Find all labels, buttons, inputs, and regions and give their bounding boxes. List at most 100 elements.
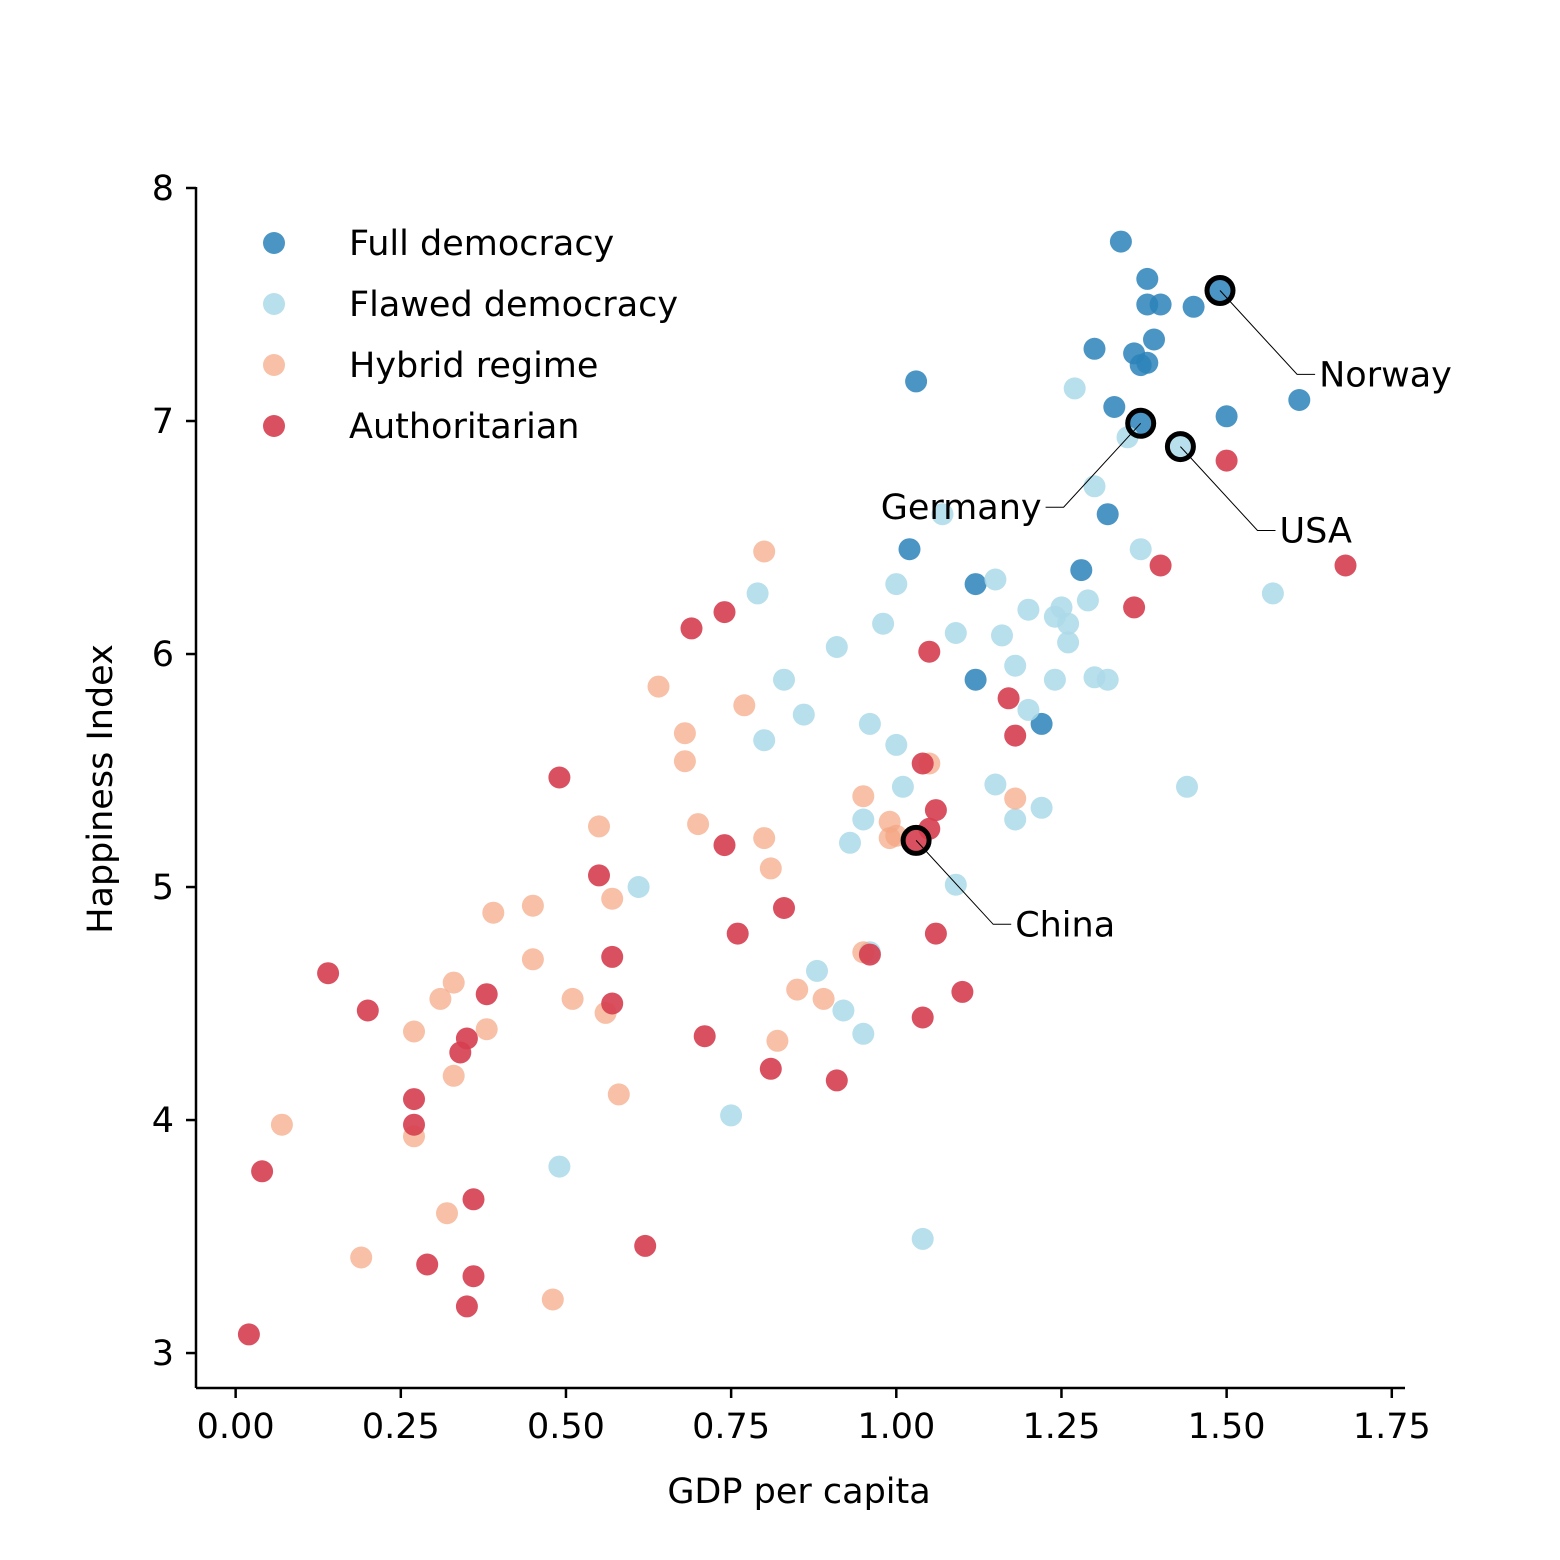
data-point [1043,668,1066,691]
data-point [984,773,1007,796]
data-point [436,1202,458,1225]
data-point [911,1006,934,1029]
data-point [792,703,815,726]
data-point [1334,554,1357,577]
data-point [1083,475,1106,498]
annotations: Norway Germany USA China [881,290,1452,945]
legend-label: Hybrid regime [349,346,598,386]
data-point [825,636,848,658]
data-point [350,1246,373,1269]
data-point [885,733,908,756]
data-point [852,808,875,831]
x-tick-label: 1.25 [1022,1407,1100,1447]
x-tick-label: 1.75 [1353,1407,1431,1447]
data-point [588,864,610,887]
annotation-label: USA [1280,512,1352,552]
data-point [442,1064,465,1087]
data-point [918,640,941,663]
data-point [832,999,855,1022]
data-point [601,992,624,1015]
data-point [475,1018,498,1041]
data-point [1103,396,1126,418]
data-point [858,712,881,735]
data-point [753,540,776,563]
data-point [356,999,379,1022]
legend-marker [263,232,285,254]
data-point [812,987,835,1010]
data-point [482,901,505,924]
data-point [997,687,1020,710]
data-point [1096,668,1119,691]
data-point [753,827,776,850]
data-point [726,922,749,945]
data-point [852,1022,875,1045]
data-point [964,668,987,691]
annotation-leader-line [915,840,1012,925]
data-point [1136,351,1159,374]
data-point [1004,654,1027,677]
data-point [521,894,544,917]
data-point [1057,612,1080,635]
data-point [852,785,875,808]
data-point [687,813,710,836]
data-point [1149,554,1172,577]
annotation-leader-line [1180,446,1276,531]
data-point [733,694,756,717]
data-point [951,980,974,1003]
data-point [541,1288,564,1311]
data-point [713,601,736,624]
data-point [1123,596,1146,619]
legend-label: Flawed democracy [349,285,678,325]
annotation-leader-line [1219,290,1316,375]
legend: Full democracy Flawed democracy Hybrid reg… [263,224,678,447]
data-point [680,617,703,640]
data-point [885,573,908,596]
data-point [1261,582,1284,605]
data-point [1149,293,1172,316]
data-point [964,573,987,596]
x-tick-label: 1.50 [1188,1407,1266,1447]
data-point [237,1323,260,1346]
data-point [720,1104,743,1127]
data-point [911,1227,934,1250]
data-point [713,834,736,857]
data-point [839,831,861,854]
x-tick-label: 1.00 [857,1407,935,1447]
data-point [746,582,769,605]
data-point [1030,712,1053,735]
data-point [1083,337,1106,360]
data-point [773,668,795,691]
data-point [825,1069,848,1092]
data-point [858,943,881,966]
y-tick-label: 7 [152,402,174,442]
legend-marker [263,354,285,376]
data-point [673,750,696,773]
data-point [416,1253,439,1276]
data-point [1063,377,1086,400]
annotation-label: Germany [881,488,1042,528]
data-point [475,983,498,1006]
data-point [1136,267,1159,290]
annotation-leader-line [1045,422,1142,508]
y-tick-label: 3 [152,1334,174,1374]
data-point [753,729,776,752]
data-point [1143,328,1165,351]
highlight-ring [1204,275,1236,306]
data-point [561,987,584,1010]
data-point [1129,538,1152,561]
y-tick-label: 6 [152,635,174,675]
data-point [1070,559,1093,582]
x-tick-label: 0.25 [362,1407,440,1447]
data-point [403,1088,425,1111]
data-point [1215,405,1238,428]
legend-label: Full democracy [349,224,614,264]
data-point [1076,589,1099,612]
data-point [403,1020,425,1043]
data-point [786,978,809,1001]
data-point [1004,724,1027,747]
data-point [1182,295,1205,318]
data-point [601,887,624,910]
data-point [455,1295,478,1318]
data-point [521,948,544,971]
